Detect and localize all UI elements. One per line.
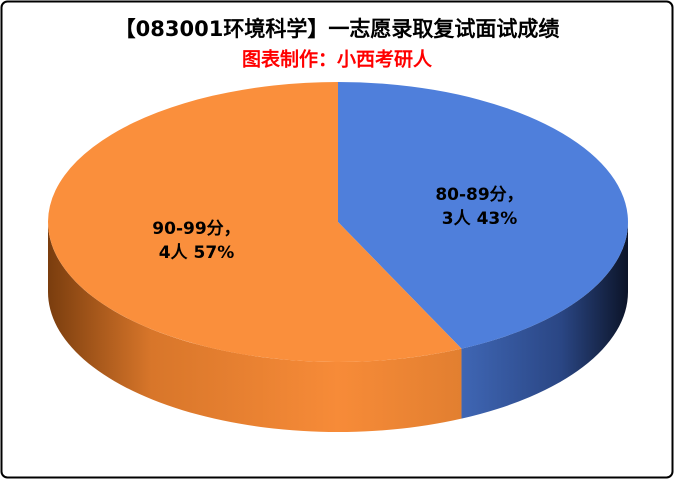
count-label: 3人 bbox=[442, 209, 472, 229]
pie: 80-89分， 3人 43% 90-99分， 4人 57% bbox=[47, 82, 628, 432]
percent-label: 57% bbox=[194, 243, 235, 263]
count-label: 4人 bbox=[159, 243, 189, 263]
slice-value: 3人 43% bbox=[442, 209, 518, 229]
slice-value: 4人 57% bbox=[159, 243, 235, 263]
slice-side bbox=[48, 222, 462, 432]
slice bbox=[47, 82, 462, 363]
chart-title: 【083001环境科学】一志愿录取复试面试成绩 bbox=[115, 17, 560, 41]
chart-subtitle: 图表制作：小西考研人 bbox=[242, 48, 433, 71]
slice-side bbox=[461, 222, 628, 419]
slice bbox=[338, 82, 628, 349]
slice-label: 90-99分， bbox=[152, 219, 240, 239]
percent-label: 43% bbox=[477, 209, 518, 229]
slice-label: 80-89分， bbox=[435, 185, 523, 205]
